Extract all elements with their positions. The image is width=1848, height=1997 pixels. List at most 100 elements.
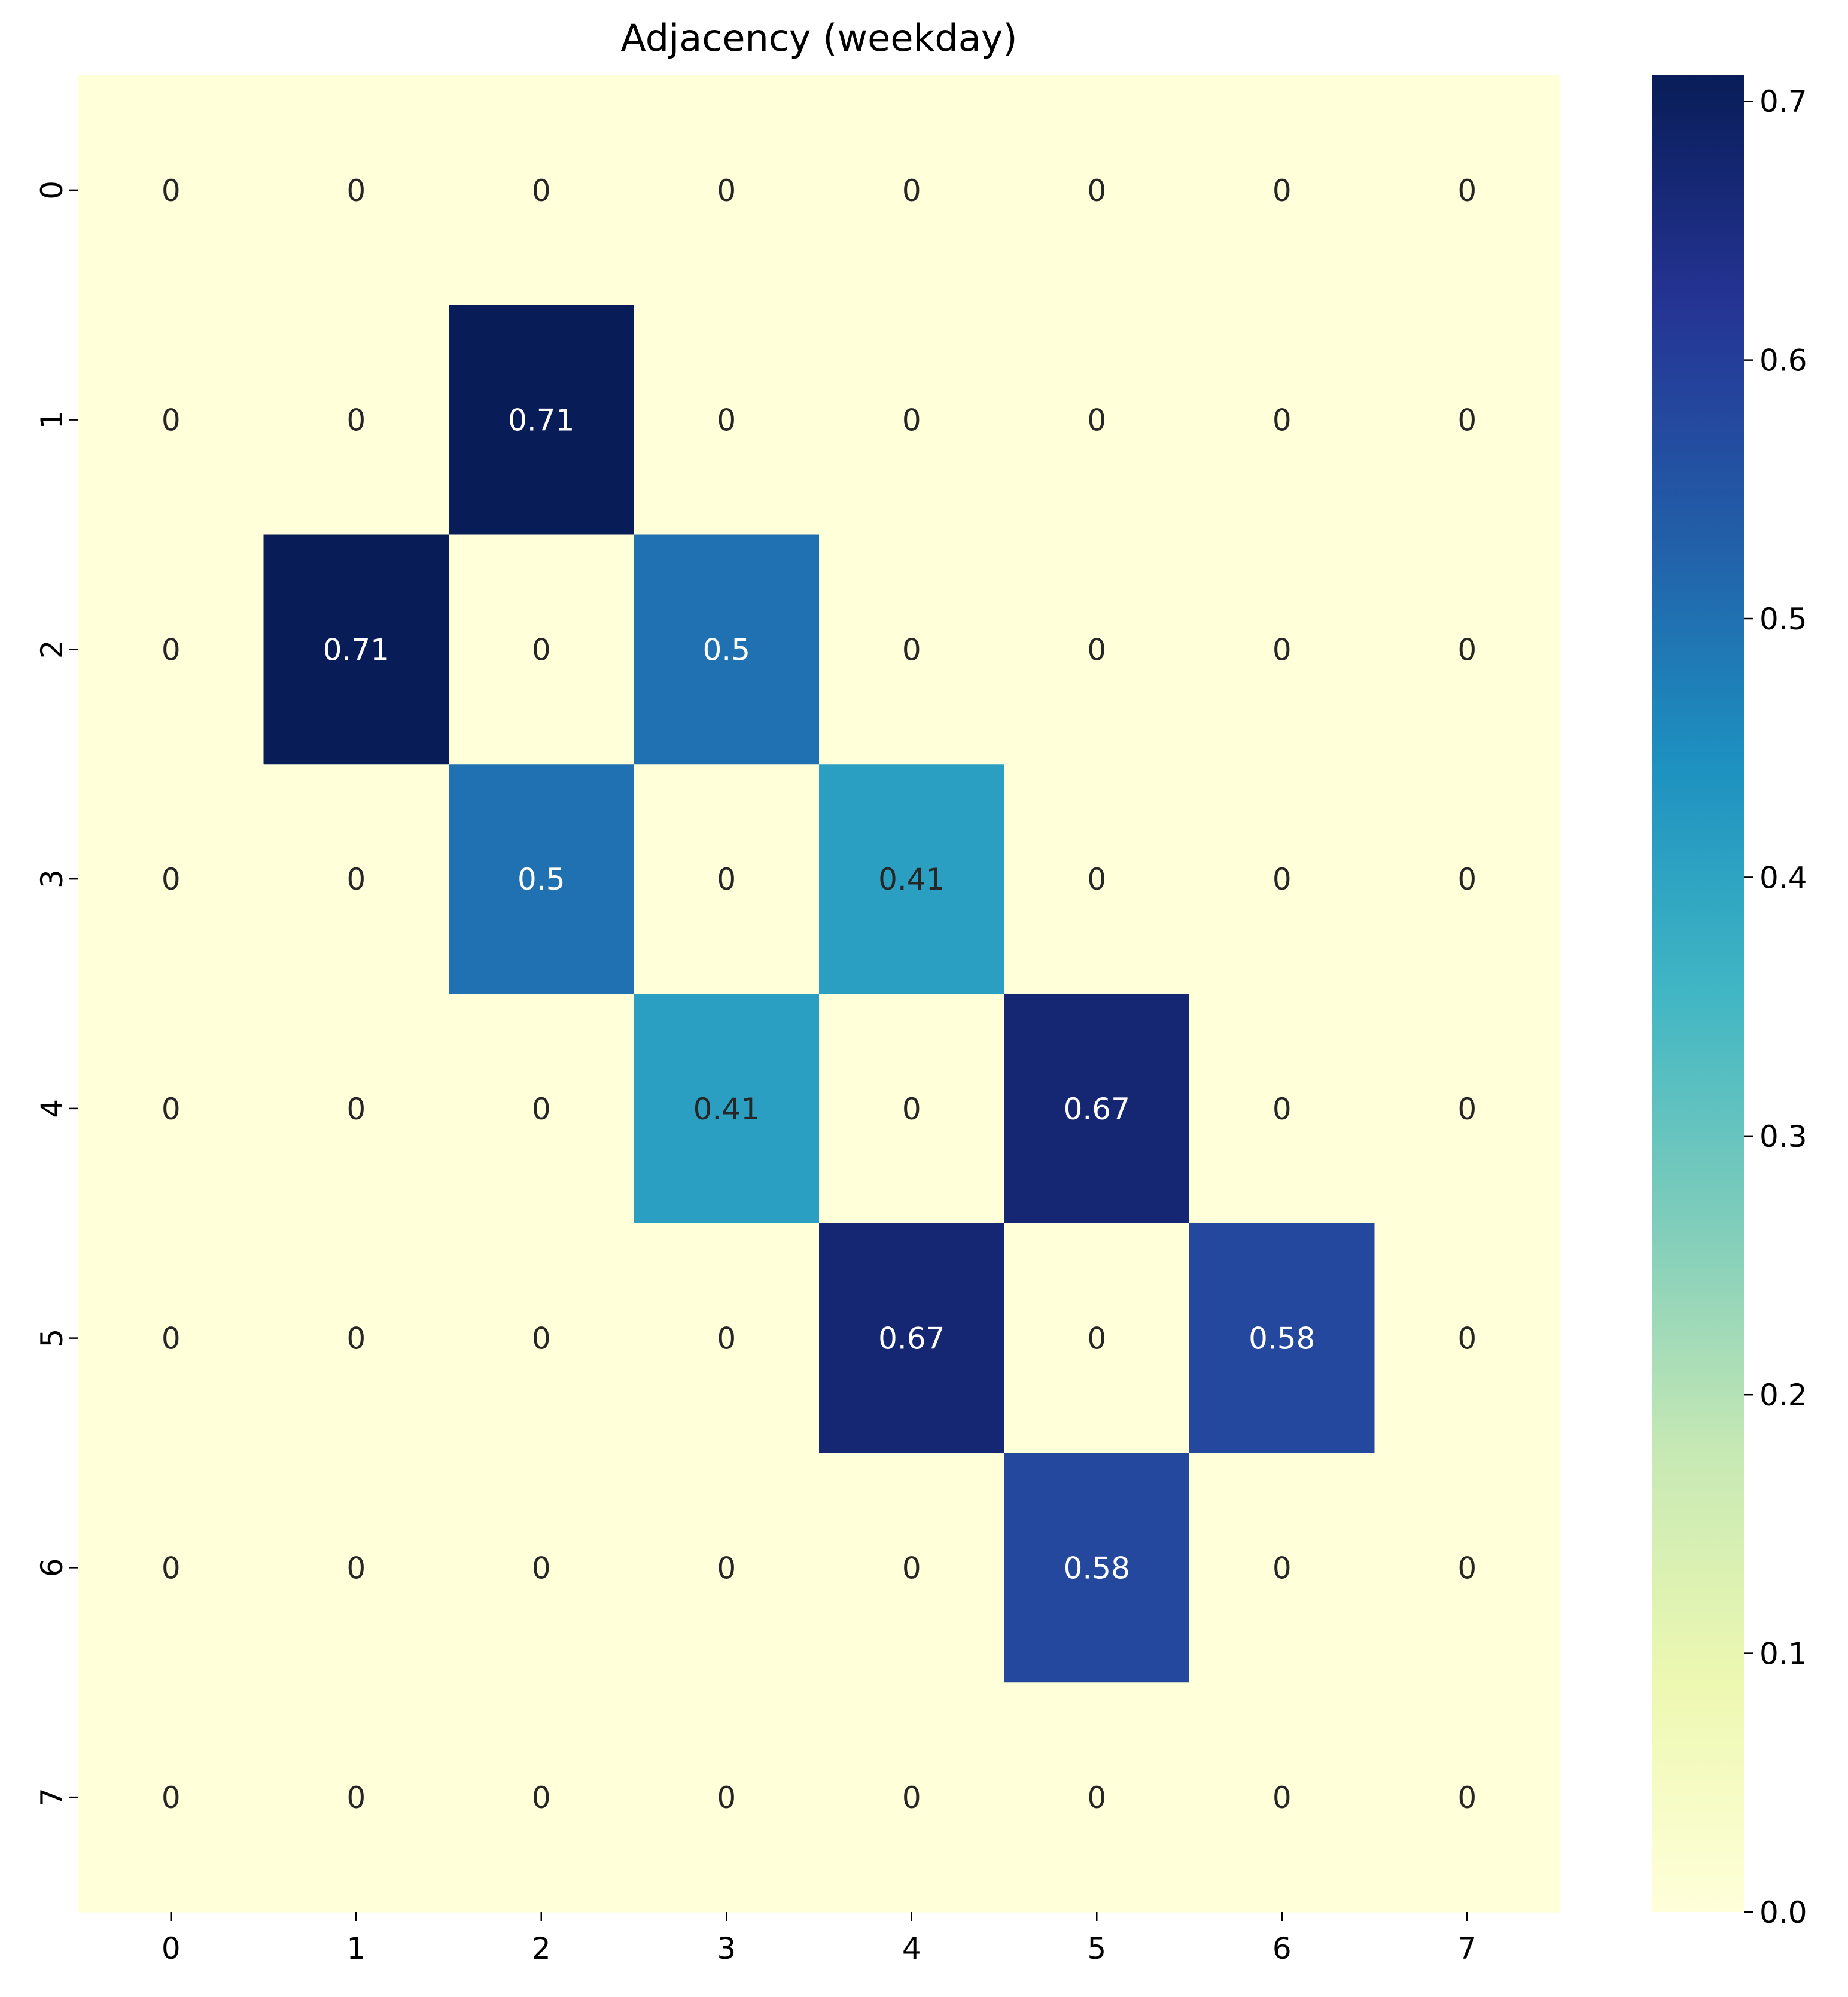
heatmap-cell (78, 75, 264, 306)
cell-label: 0 (1457, 1322, 1476, 1356)
cell-label: 0 (1272, 1551, 1292, 1585)
cell-label: 0 (902, 632, 921, 667)
cell-label: 0 (532, 1322, 551, 1356)
y-axis: 0 1 2 3 4 5 6 7 (35, 181, 78, 1807)
cell-label: 0 (1087, 862, 1106, 897)
x-tick-label: 1 (346, 1931, 366, 1966)
cell-label: 0 (1457, 1780, 1476, 1815)
heatmap-cell (1374, 764, 1560, 994)
heatmap-cell (1374, 305, 1560, 535)
heatmap-cell (449, 1453, 635, 1683)
cell-label: 0 (717, 1322, 736, 1356)
colorbar-tick-label: 0.5 (1759, 602, 1807, 637)
heatmap-cell (263, 534, 449, 765)
cell-label: 0 (162, 173, 181, 208)
x-tick-label: 4 (902, 1931, 921, 1966)
cell-label: 0 (1272, 1780, 1292, 1815)
heatmap-cell (1004, 994, 1190, 1224)
y-tick-label: 3 (35, 869, 69, 888)
x-tick-label: 3 (717, 1931, 736, 1966)
cell-label: 0 (717, 403, 736, 438)
cell-label: 0 (346, 1551, 366, 1585)
y-tick-label: 4 (35, 1099, 69, 1118)
heatmap-cell (1004, 1223, 1190, 1454)
cell-label: 0.67 (1064, 1092, 1130, 1127)
heatmap-cell (263, 764, 449, 994)
heatmap-cell (634, 305, 820, 535)
cell-label: 0 (1272, 403, 1292, 438)
heatmap-cell (1004, 305, 1190, 535)
heatmap-cell (449, 1223, 635, 1454)
colorbar-tick-label: 0.0 (1759, 1895, 1807, 1930)
heatmap-cell (78, 764, 264, 994)
heatmap-cell (1189, 764, 1375, 994)
x-tick-label: 2 (532, 1931, 551, 1966)
cell-label: 0 (717, 173, 736, 208)
cell-label: 0 (162, 403, 181, 438)
cell-label: 0 (162, 1092, 181, 1127)
heatmap-cell (449, 764, 635, 994)
heatmap-cell (1189, 305, 1375, 535)
cell-label: 0 (1272, 862, 1292, 897)
heatmap-cell (449, 1682, 635, 1913)
heatmap-cell (634, 534, 820, 765)
heatmap-cell (1374, 534, 1560, 765)
heatmap-cell (449, 534, 635, 765)
y-tick-label: 5 (35, 1329, 69, 1348)
heatmap-cell (1374, 75, 1560, 306)
cell-label: 0 (1272, 632, 1292, 667)
y-tick-label: 6 (35, 1558, 69, 1577)
heatmap-cell (634, 1682, 820, 1913)
heatmap-cell (634, 994, 820, 1224)
heatmap-cell (449, 994, 635, 1224)
heatmap-cell (449, 305, 635, 535)
cell-label: 0 (902, 403, 921, 438)
heatmap-cell (78, 1682, 264, 1913)
heatmap-cell (263, 1453, 449, 1683)
cell-label: 0 (717, 862, 736, 897)
heatmap-cell (78, 1453, 264, 1683)
cell-label: 0.58 (1064, 1551, 1130, 1585)
cell-label: 0 (162, 862, 181, 897)
y-tick-label: 7 (35, 1788, 69, 1807)
heatmap-cell (819, 1223, 1005, 1454)
cell-label: 0.71 (323, 632, 389, 667)
cell-label: 0 (1087, 403, 1106, 438)
heatmap-cell (78, 1223, 264, 1454)
x-tick-label: 6 (1272, 1931, 1292, 1966)
colorbar-tick-label: 0.1 (1759, 1637, 1807, 1672)
heatmap-cell (263, 75, 449, 306)
cell-label: 0.58 (1249, 1322, 1315, 1356)
cell-label: 0 (346, 1322, 366, 1356)
heatmap-cell (1004, 764, 1190, 994)
colorbar-tick-label: 0.2 (1759, 1378, 1807, 1412)
heatmap-cell (1374, 994, 1560, 1224)
heatmap-cell (819, 764, 1005, 994)
cell-label: 0 (1457, 173, 1476, 208)
cell-label: 0 (162, 632, 181, 667)
cell-label: 0 (902, 1780, 921, 1815)
heatmap-cell (1189, 1682, 1375, 1913)
x-axis: 0 1 2 3 4 5 6 7 (162, 1912, 1476, 1966)
y-tick-label: 1 (35, 410, 69, 430)
cell-label: 0 (1087, 173, 1106, 208)
heatmap-cell (263, 305, 449, 535)
cell-label: 0.67 (878, 1322, 945, 1356)
heatmap-cell (78, 994, 264, 1224)
cell-label: 0 (162, 1780, 181, 1815)
heatmap-cell (1374, 1223, 1560, 1454)
heatmap-cell (1189, 75, 1375, 306)
heatmap-cell (1004, 1453, 1190, 1683)
heatmap-cell (819, 1453, 1005, 1683)
cell-label: 0 (346, 173, 366, 208)
heatmap-cell (634, 1453, 820, 1683)
cell-label: 0 (902, 1551, 921, 1585)
chart-title: Adjacency (weekday) (620, 16, 1017, 60)
heatmap-cell (1189, 1223, 1375, 1454)
heatmap-cell (263, 1682, 449, 1913)
heatmap-cell-labels: 0 0 0 0 0 0 0 0 0 0 0.71 0 0 0 0 0 0 0.71 0 0.5 0 0 0 0 0 0 0.5 0 0.… (162, 173, 1476, 1815)
cell-label: 0 (346, 403, 366, 438)
heatmap-cell (1189, 1453, 1375, 1683)
cell-label: 0 (346, 862, 366, 897)
cell-label: 0.41 (693, 1092, 760, 1127)
